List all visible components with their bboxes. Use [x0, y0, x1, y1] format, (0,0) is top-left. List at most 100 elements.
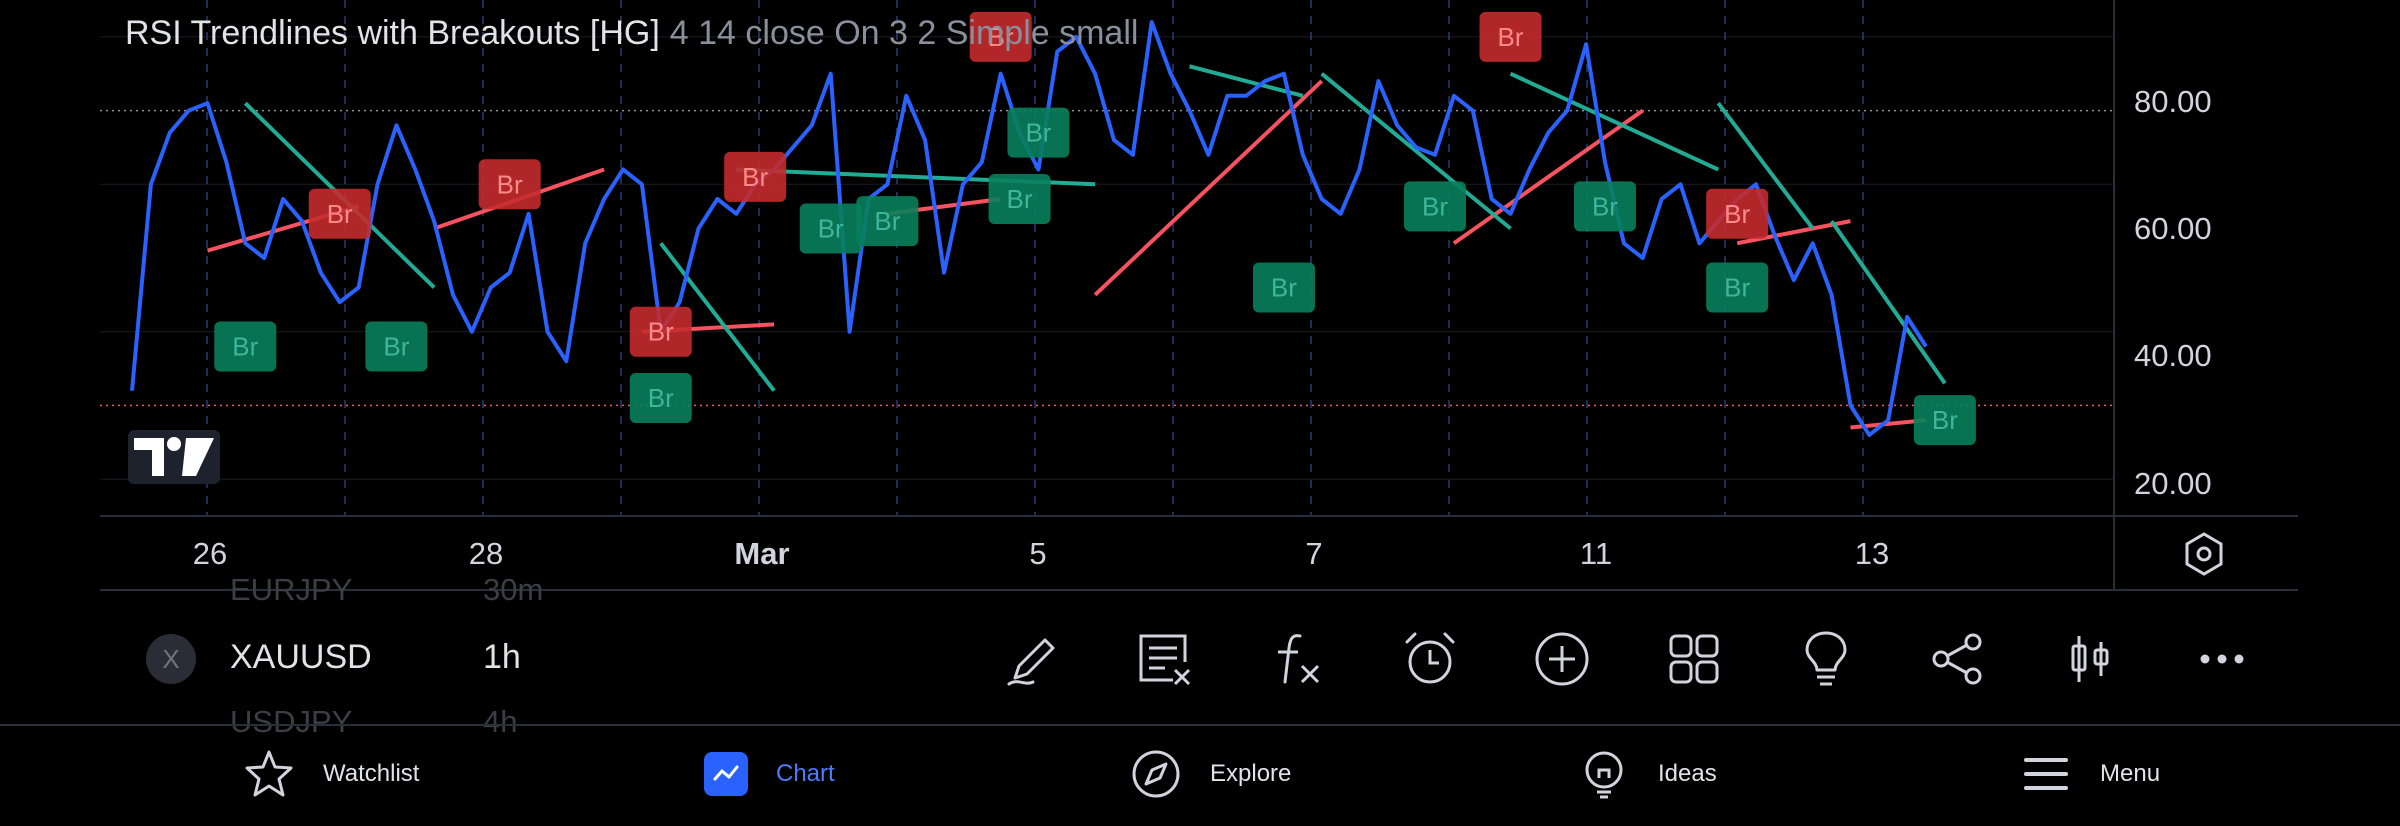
bearish-breakout-label-text: Br [1592, 191, 1618, 221]
bearish-breakout-label: Br [856, 196, 919, 247]
layout-grid-icon[interactable] [1663, 628, 1725, 690]
bottom-navigation: Watchlist Chart Explore Ideas Menu [0, 724, 2400, 826]
bearish-breakout-label-box [1404, 181, 1467, 232]
bullish-breakout-label-text: Br [648, 317, 674, 347]
bearish-breakout-label: Br [214, 321, 277, 372]
resistance-trendline [1189, 64, 1304, 98]
bearish-breakout-label-box [1706, 262, 1769, 313]
bearish-breakout-label: Br [1913, 395, 1976, 446]
bearish-breakout-label-text: Br [1724, 272, 1750, 302]
x-axis-label: Mar [734, 536, 790, 571]
symbol-logo: X [146, 634, 196, 684]
bullish-breakout-label-box [1479, 11, 1542, 62]
hamburger-menu-icon [2024, 758, 2068, 790]
bearish-breakout-label: Br [629, 373, 692, 424]
bullish-breakout-label: Br [629, 306, 692, 357]
bullish-breakout-label: Br [1479, 11, 1542, 62]
bullish-breakout-label-box [478, 159, 541, 210]
bullish-breakout-label: Br [308, 188, 371, 239]
bullish-breakout-label: Br [969, 11, 1032, 62]
bearish-breakout-label: Br [1404, 181, 1467, 232]
chart-type-candles-icon[interactable] [2059, 628, 2121, 690]
bearish-breakout-label-text: Br [1271, 272, 1297, 302]
timeframe-selector[interactable]: 1h [483, 638, 521, 676]
bullish-breakout-label-text: Br [1498, 22, 1524, 52]
bullish-breakout-label-box [629, 306, 692, 357]
bearish-breakout-label: Br [1252, 262, 1315, 313]
tradingview-logo-icon [128, 430, 220, 484]
bullish-breakout-label-box [1706, 188, 1769, 239]
bullish-breakout-label: Br [724, 151, 787, 202]
chart-line-icon [704, 752, 748, 796]
next-symbol-name: USDJPY [230, 704, 353, 739]
trendlines [206, 64, 1947, 430]
bearish-breakout-label: Br [1706, 262, 1769, 313]
nav-ideas[interactable]: Ideas [1578, 744, 1717, 804]
lightbulb-icon [1585, 751, 1623, 799]
resistance-trendline [1320, 72, 1512, 231]
share-icon[interactable] [1927, 628, 1989, 690]
bearish-breakout-label-box [1913, 395, 1976, 446]
nav-watchlist-label: Watchlist [323, 760, 420, 787]
bearish-breakout-label-box [1573, 181, 1636, 232]
draw-pencil-icon[interactable] [1003, 628, 1065, 690]
prev-symbol-name: EURJPY [230, 572, 353, 607]
bearish-breakout-label-text: Br [648, 383, 674, 413]
star-icon [245, 750, 293, 797]
bearish-breakout-label-text: Br [1007, 184, 1033, 214]
nav-chart[interactable]: Chart [704, 744, 835, 804]
resistance-trendline [1829, 219, 1947, 385]
nav-ideas-label: Ideas [1658, 760, 1717, 787]
symbol-name[interactable]: XAUUSD [230, 638, 372, 676]
x-axis-label: 13 [1854, 536, 1890, 571]
support-trendline [1093, 79, 1324, 297]
bearish-breakout-label-box [988, 174, 1051, 225]
chart-settings-icon[interactable] [2180, 530, 2228, 578]
bearish-breakout-label-text: Br [818, 214, 844, 244]
more-dots-icon[interactable] [2191, 628, 2253, 690]
rsi-line [130, 20, 1928, 437]
bearish-breakout-label-box [1007, 107, 1070, 158]
indicators-fx-icon[interactable] [1266, 628, 1328, 690]
bearish-breakout-label: Br [799, 203, 862, 254]
y-axis-label: 20.00 [2134, 466, 2212, 501]
bearish-breakout-label-text: Br [1422, 191, 1448, 221]
resistance-trendline [659, 242, 776, 392]
bearish-breakout-label-box [365, 321, 428, 372]
clear-drawings-icon[interactable] [1133, 628, 1195, 690]
bearish-breakout-label-box [856, 196, 919, 247]
x-axis-label: 11 [1579, 536, 1613, 571]
lightbulb-icon[interactable] [1795, 628, 1857, 690]
nav-chart-label: Chart [776, 760, 835, 787]
alarm-clock-icon[interactable] [1399, 628, 1461, 690]
resistance-trendline [1509, 71, 1720, 172]
rsi-series [130, 20, 1928, 437]
nav-watchlist[interactable]: Watchlist [243, 744, 419, 804]
bearish-breakout-label-text: Br [874, 206, 900, 236]
y-axis-label: 40.00 [2134, 338, 2212, 373]
bearish-breakout-label-box [799, 203, 862, 254]
bullish-breakout-label-box [969, 11, 1032, 62]
support-trendline [1452, 108, 1644, 245]
bullish-breakout-label: Br [478, 159, 541, 210]
bearish-breakout-label-text: Br [1025, 118, 1051, 148]
nav-menu[interactable]: Menu [2020, 744, 2160, 804]
support-trendline [1736, 219, 1851, 246]
rsi-chart[interactable]: Br Br Br Br Br Br Br Br Br Br Br Br Br Br Br Br Br Br Br [0, 0, 2400, 600]
bearish-breakout-label-text: Br [232, 331, 258, 361]
bullish-breakout-label-box [308, 188, 371, 239]
indicator-title[interactable]: RSI Trendlines with Breakouts [HG] 4 14 c… [125, 14, 1138, 53]
bearish-breakout-label: Br [1007, 107, 1070, 158]
indicator-name: RSI Trendlines with Breakouts [HG] [125, 14, 660, 52]
bearish-breakout-label-box [1252, 262, 1315, 313]
chart-grid [100, 0, 2114, 516]
nav-explore[interactable]: Explore [1130, 744, 1291, 804]
x-axis-label: 26 [192, 536, 228, 571]
bullish-breakout-label-box [724, 151, 787, 202]
bearish-breakout-label-box [214, 321, 277, 372]
bearish-breakout-label: Br [365, 321, 428, 372]
add-plus-icon[interactable] [1531, 628, 1593, 690]
bullish-breakout-label-text: Br [327, 199, 353, 229]
bearish-breakout-label-text: Br [383, 331, 409, 361]
nav-menu-label: Menu [2100, 760, 2161, 787]
